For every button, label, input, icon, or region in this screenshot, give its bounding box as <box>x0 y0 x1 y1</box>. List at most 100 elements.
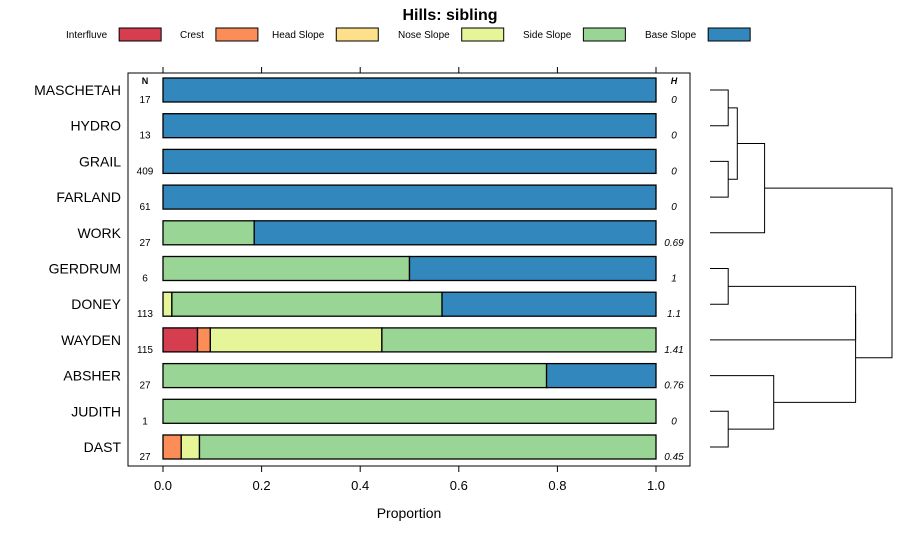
bar-segment <box>253 220 657 246</box>
legend-label: Base Slope <box>645 30 697 41</box>
dendrogram-link <box>710 89 729 127</box>
legend-label: Head Slope <box>272 30 325 41</box>
legend-swatch <box>582 27 626 42</box>
row-label: DAST <box>84 439 122 455</box>
x-axis: 0.0 0.2 0.4 0.6 0.8 1.0 <box>154 67 665 493</box>
row-n: 27 <box>139 238 151 249</box>
row-n: 13 <box>139 131 151 142</box>
row-label: WAYDEN <box>61 332 121 348</box>
row-n: 6 <box>142 274 148 285</box>
bar-segment <box>162 220 255 246</box>
x-tick-label: 0.2 <box>253 478 271 493</box>
dendrogram-link <box>728 107 738 180</box>
row: JUDITH 1 0 <box>71 398 677 427</box>
legend-label: Interfluve <box>66 30 108 41</box>
dendrogram-link <box>710 285 857 341</box>
dendrogram-link <box>764 187 893 359</box>
row-label: FARLAND <box>56 189 121 205</box>
row-label: GERDRUM <box>49 261 121 277</box>
bar-segment <box>381 327 657 353</box>
bar-segment <box>441 291 657 317</box>
row: GERDRUM 6 1 <box>49 255 677 285</box>
row-label: JUDITH <box>71 403 121 419</box>
row-h: 0.76 <box>664 381 684 392</box>
bar-segment <box>180 434 201 460</box>
row-n: 17 <box>139 95 151 106</box>
bar-segment <box>162 291 173 317</box>
row: MASCHETAH 17 0 <box>34 77 677 106</box>
row-h: 1.1 <box>667 309 681 320</box>
legend-item: Interfluve <box>66 27 162 42</box>
row: GRAIL 409 0 <box>79 148 677 177</box>
row: ABSHER 27 0.76 <box>63 362 684 392</box>
legend-item: Nose Slope <box>398 27 505 42</box>
row-h: 1 <box>671 274 677 285</box>
bar-segment <box>162 327 199 353</box>
legend-swatch <box>461 27 505 42</box>
row-h: 1.41 <box>664 345 683 356</box>
x-axis-label: Proportion <box>377 505 442 521</box>
row-h: 0.69 <box>664 238 684 249</box>
row: HYDRO 13 0 <box>70 113 677 142</box>
x-tick-label: 0.6 <box>450 478 468 493</box>
bar-segment <box>162 77 657 103</box>
row-label: WORK <box>77 225 121 241</box>
dendrogram-link <box>710 160 729 198</box>
row-label: MASCHETAH <box>34 82 121 98</box>
row-h: 0 <box>671 131 677 142</box>
row-label: ABSHER <box>63 368 121 384</box>
legend-item: Head Slope <box>272 27 379 42</box>
legend: Interfluve Crest Head Slope Nose Slope Side … <box>66 27 751 42</box>
row-h: 0 <box>671 416 677 427</box>
dendrogram-link <box>710 375 775 430</box>
legend-swatch <box>335 27 379 42</box>
row-label: DONEY <box>71 296 121 312</box>
row-n: 113 <box>137 309 153 320</box>
row: WAYDEN 115 1.41 <box>61 327 684 356</box>
row: FARLAND 61 0 <box>56 184 677 213</box>
legend-swatch <box>118 27 162 42</box>
legend-item: Crest <box>180 27 259 42</box>
legend-label: Nose Slope <box>398 30 450 41</box>
dendrogram-link <box>773 313 857 403</box>
bar-segment <box>408 255 657 282</box>
bar-segment <box>162 148 657 175</box>
legend-label: Crest <box>180 30 204 41</box>
row: DAST 27 0.45 <box>84 434 684 463</box>
bar-segment <box>171 291 443 317</box>
row: WORK 27 0.69 <box>77 220 684 249</box>
legend-label: Side Slope <box>523 30 572 41</box>
x-tick-label: 0.8 <box>548 478 566 493</box>
row-h: 0 <box>671 166 677 177</box>
legend-item: Base Slope <box>645 27 751 42</box>
legend-item: Side Slope <box>523 27 626 42</box>
bar-segment <box>198 434 657 460</box>
bar-segment <box>209 327 383 353</box>
row-h: 0 <box>671 202 677 213</box>
h-header: H <box>671 76 678 86</box>
bar-segment <box>196 327 211 353</box>
dendrogram-link <box>710 268 729 305</box>
x-tick-label: 0.0 <box>154 478 172 493</box>
x-tick-label: 0.4 <box>351 478 369 493</box>
bar-segment <box>162 255 411 282</box>
chart-title: Hills: sibling <box>402 7 497 24</box>
bar-segment <box>545 362 657 389</box>
row: DONEY 113 1.1 <box>71 291 681 320</box>
dendrogram-link <box>710 410 729 448</box>
n-header: N <box>142 76 149 86</box>
row-h: 0 <box>671 95 677 106</box>
row-n: 115 <box>137 345 153 356</box>
x-tick-label: 1.0 <box>647 478 665 493</box>
plot-frame <box>127 72 691 467</box>
bar-segment <box>162 184 657 210</box>
bar-segment <box>162 113 657 139</box>
row-h: 0.45 <box>664 452 684 463</box>
row-n: 61 <box>139 202 151 213</box>
bar-segment <box>162 362 548 389</box>
bar-segment <box>162 398 657 424</box>
bar-segment <box>162 434 182 460</box>
row-label: GRAIL <box>79 153 121 169</box>
legend-swatch <box>215 27 259 42</box>
row-n: 27 <box>139 452 151 463</box>
